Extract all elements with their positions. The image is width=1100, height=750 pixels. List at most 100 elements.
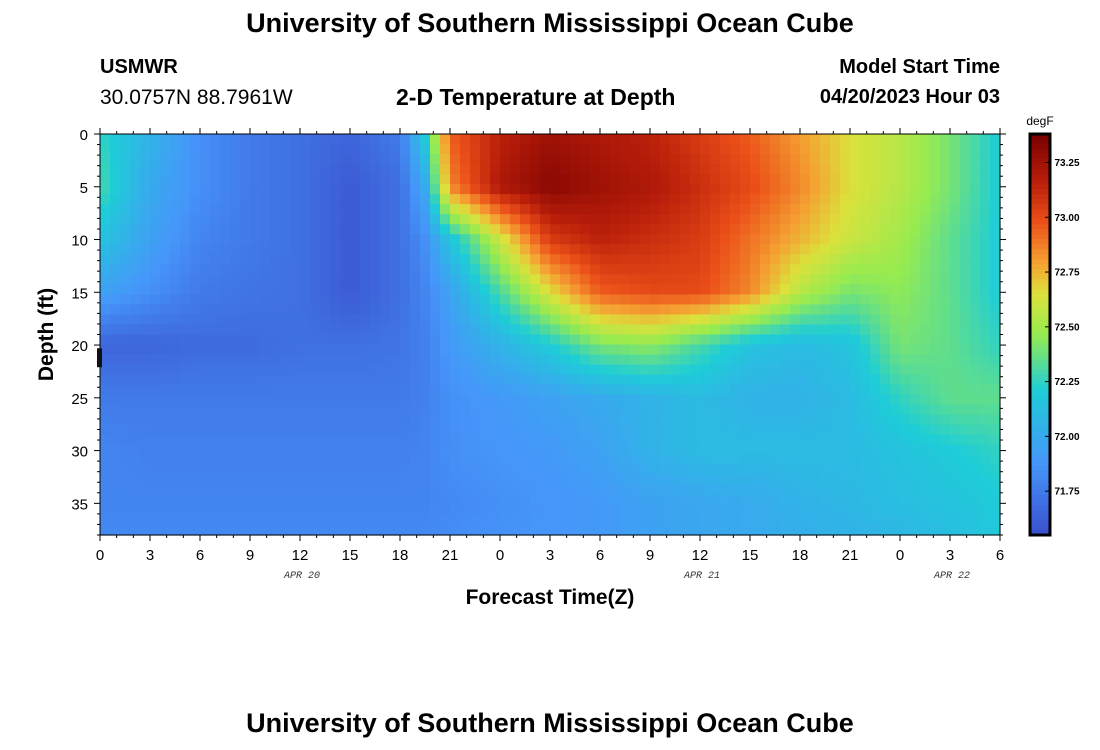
heatmap-cell bbox=[400, 524, 411, 536]
heatmap-cell bbox=[420, 524, 431, 536]
heatmap-cell bbox=[750, 244, 761, 255]
heatmap-cell bbox=[790, 404, 801, 416]
heatmap-cell bbox=[760, 304, 771, 316]
heatmap-cell bbox=[940, 194, 951, 205]
heatmap-cell bbox=[620, 144, 631, 155]
heatmap-cell bbox=[200, 354, 211, 366]
heatmap-cell bbox=[550, 464, 561, 476]
heatmap-cell bbox=[470, 224, 481, 235]
heatmap-cell bbox=[980, 374, 991, 386]
heatmap-cell bbox=[680, 364, 691, 376]
heatmap-cell bbox=[220, 354, 231, 366]
heatmap-cell bbox=[500, 334, 511, 346]
heatmap-cell bbox=[960, 424, 971, 436]
heatmap-cell bbox=[780, 474, 791, 486]
heatmap-cell bbox=[120, 474, 131, 486]
heatmap-cell bbox=[750, 154, 761, 165]
heatmap-cell bbox=[610, 174, 621, 185]
heatmap-cell bbox=[490, 174, 501, 185]
heatmap-cell bbox=[860, 314, 871, 326]
heatmap-cell bbox=[640, 334, 651, 346]
heatmap-cell bbox=[590, 404, 601, 416]
heatmap-cell bbox=[610, 344, 621, 356]
heatmap-cell bbox=[380, 324, 391, 336]
colorbar-swatch bbox=[1030, 364, 1050, 371]
heatmap-cell bbox=[280, 524, 291, 536]
heatmap-cell bbox=[240, 334, 251, 346]
heatmap-cell bbox=[860, 524, 871, 536]
heatmap-cell bbox=[830, 234, 841, 245]
heatmap-cell bbox=[360, 504, 371, 516]
heatmap-cell bbox=[390, 184, 401, 195]
heatmap-cell bbox=[830, 484, 841, 496]
heatmap-cell bbox=[900, 514, 911, 526]
heatmap-cell bbox=[980, 474, 991, 486]
heatmap-cell bbox=[840, 364, 851, 376]
heatmap-cell bbox=[120, 524, 131, 536]
heatmap-cell bbox=[140, 504, 151, 516]
heatmap-cell bbox=[820, 504, 831, 516]
heatmap-cell bbox=[220, 424, 231, 436]
heatmap-cell bbox=[400, 394, 411, 406]
heatmap-cell bbox=[190, 204, 201, 215]
heatmap-cell bbox=[210, 444, 221, 456]
heatmap-cell bbox=[360, 204, 371, 215]
heatmap-cell bbox=[930, 504, 941, 516]
heatmap-cell bbox=[820, 274, 831, 285]
heatmap-cell bbox=[670, 354, 681, 366]
heatmap-cell bbox=[980, 214, 991, 225]
colorbar-tick-label: 72.50 bbox=[1054, 322, 1079, 333]
heatmap-cell bbox=[450, 254, 461, 265]
heatmap-cell bbox=[800, 154, 811, 165]
heatmap-cell bbox=[210, 424, 221, 436]
heatmap-cell bbox=[570, 254, 581, 265]
heatmap-cell bbox=[220, 284, 231, 296]
heatmap-cell bbox=[140, 274, 151, 285]
heatmap-cell bbox=[940, 144, 951, 155]
heatmap-cell bbox=[630, 454, 641, 466]
heatmap-cell bbox=[520, 134, 531, 145]
heatmap-cell bbox=[900, 214, 911, 225]
heatmap-cell bbox=[610, 364, 621, 376]
heatmap-cell bbox=[160, 414, 171, 426]
heatmap-cell bbox=[420, 324, 431, 336]
heatmap-cell bbox=[500, 214, 511, 225]
heatmap-cell bbox=[470, 324, 481, 336]
heatmap-cell bbox=[210, 274, 221, 285]
heatmap-cell bbox=[600, 144, 611, 155]
heatmap-cell bbox=[420, 164, 431, 175]
x-tick-label: 12 bbox=[292, 547, 309, 564]
heatmap-cell bbox=[450, 384, 461, 396]
heatmap-cell bbox=[860, 444, 871, 456]
colorbar-unit: degF bbox=[1026, 114, 1053, 128]
heatmap-cell bbox=[690, 474, 701, 486]
heatmap-cell bbox=[280, 354, 291, 366]
heatmap-cell bbox=[700, 244, 711, 255]
heatmap-cell bbox=[100, 354, 111, 366]
heatmap-cell bbox=[270, 494, 281, 506]
heatmap-cell bbox=[170, 154, 181, 165]
heatmap-cell bbox=[220, 454, 231, 466]
heatmap-cell bbox=[230, 144, 241, 155]
heatmap-cell bbox=[200, 284, 211, 296]
heatmap-cell bbox=[690, 284, 701, 296]
heatmap-cell bbox=[560, 434, 571, 446]
heatmap-cell bbox=[660, 304, 671, 316]
heatmap-cell bbox=[770, 134, 781, 145]
heatmap-cell bbox=[880, 484, 891, 496]
heatmap-cell bbox=[800, 444, 811, 456]
heatmap-cell bbox=[630, 174, 641, 185]
y-tick-label: 15 bbox=[71, 285, 88, 302]
heatmap-cell bbox=[810, 484, 821, 496]
heatmap-cell bbox=[680, 404, 691, 416]
heatmap-cell bbox=[180, 274, 191, 285]
colorbar-swatch bbox=[1030, 334, 1050, 341]
heatmap-cell bbox=[310, 324, 321, 336]
heatmap-cell bbox=[970, 204, 981, 215]
heatmap-cell bbox=[210, 494, 221, 506]
heatmap-cell bbox=[140, 194, 151, 205]
heatmap-cell bbox=[280, 444, 291, 456]
heatmap-cell bbox=[580, 134, 591, 145]
heatmap-cell bbox=[600, 394, 611, 406]
heatmap-cell bbox=[360, 314, 371, 326]
